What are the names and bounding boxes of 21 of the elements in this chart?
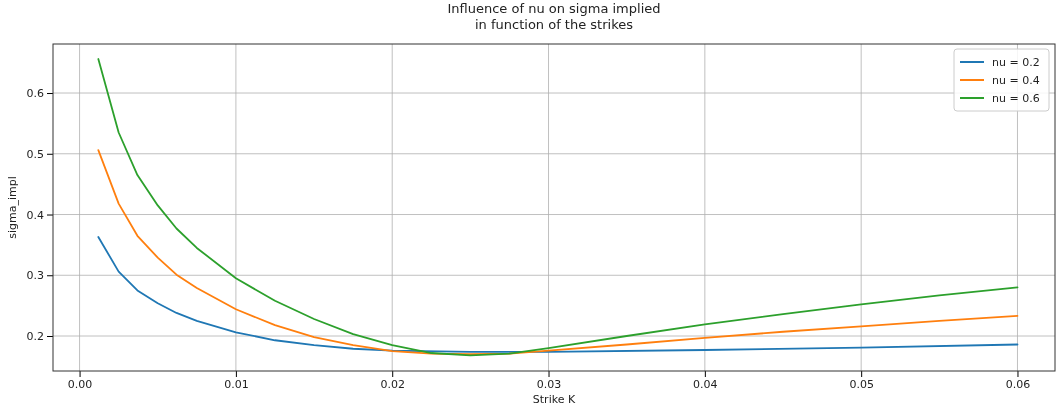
chart-title: Influence of nu on sigma implied in function of the strikes: [447, 1, 661, 32]
x-tick-label: 0.05: [849, 377, 874, 391]
x-tick-label: 0.04: [693, 377, 718, 391]
legend-label: nu = 0.2: [992, 56, 1040, 69]
x-tick-label: 0.00: [67, 377, 93, 391]
y-tick-label: 0.2: [26, 330, 44, 344]
x-tick-label: 0.03: [536, 377, 562, 391]
x-axis-title: Strike K: [532, 393, 576, 406]
line-series: [97, 236, 1019, 353]
y-tick-label: 0.4: [26, 208, 44, 222]
y-tick-label: 0.5: [26, 147, 44, 161]
x-tick-label: 0.01: [224, 377, 249, 391]
line-series: [97, 149, 1019, 356]
y-tick-label: 0.3: [26, 269, 44, 283]
legend-label: nu = 0.6: [992, 92, 1040, 105]
y-axis-title: sigma_impl: [6, 176, 19, 239]
y-tick-label: 0.6: [26, 87, 44, 101]
line-series: [97, 58, 1019, 357]
x-tick-label: 0.06: [1005, 377, 1031, 391]
legend-label: nu = 0.4: [992, 74, 1040, 87]
x-tick-label: 0.02: [380, 377, 405, 391]
